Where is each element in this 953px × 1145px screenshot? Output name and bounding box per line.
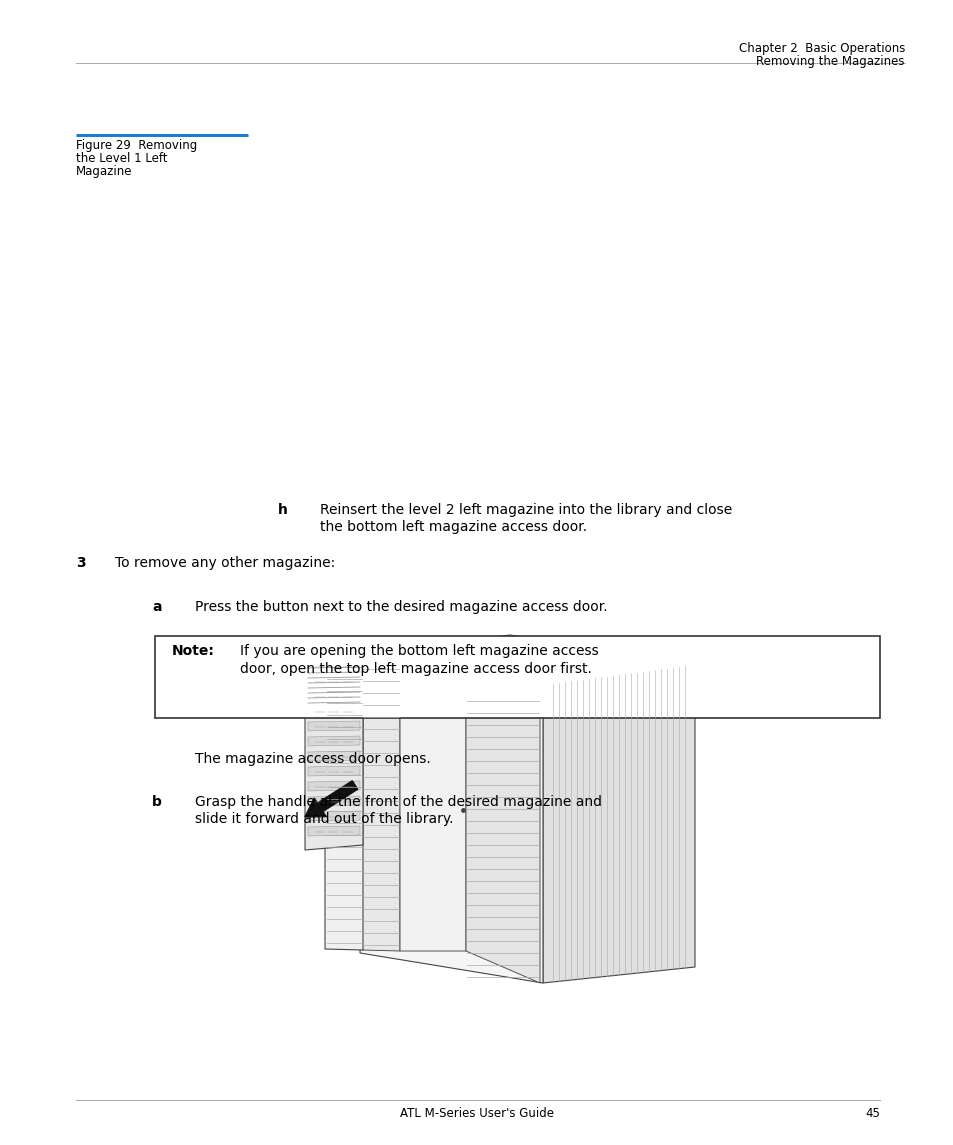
Text: door, open the top left magazine access door first.: door, open the top left magazine access … bbox=[240, 662, 591, 676]
Text: Grasp the handle at the front of the desired magazine and: Grasp the handle at the front of the des… bbox=[194, 795, 601, 810]
Text: h: h bbox=[277, 503, 288, 518]
Polygon shape bbox=[308, 736, 359, 747]
Text: 3: 3 bbox=[76, 556, 86, 570]
Text: Chapter 2  Basic Operations: Chapter 2 Basic Operations bbox=[738, 42, 904, 55]
Text: Reinsert the level 2 left magazine into the library and close: Reinsert the level 2 left magazine into … bbox=[319, 503, 732, 518]
Bar bbox=[154, 635, 879, 718]
Polygon shape bbox=[359, 655, 542, 984]
Polygon shape bbox=[465, 673, 539, 984]
Text: slide it forward and out of the library.: slide it forward and out of the library. bbox=[194, 812, 453, 826]
Text: ATL M-Series User's Guide: ATL M-Series User's Guide bbox=[399, 1107, 554, 1120]
Polygon shape bbox=[308, 811, 359, 821]
Polygon shape bbox=[308, 826, 359, 836]
Polygon shape bbox=[542, 665, 695, 984]
Polygon shape bbox=[361, 657, 399, 951]
FancyArrow shape bbox=[305, 781, 357, 818]
Text: b: b bbox=[152, 795, 162, 810]
Text: a: a bbox=[152, 600, 161, 614]
Polygon shape bbox=[308, 706, 359, 716]
Text: Removing the Magazines: Removing the Magazines bbox=[756, 55, 904, 68]
Polygon shape bbox=[308, 721, 359, 731]
Text: To remove any other magazine:: To remove any other magazine: bbox=[115, 556, 335, 570]
Text: Note:: Note: bbox=[172, 643, 214, 658]
Polygon shape bbox=[604, 657, 695, 670]
Text: The magazine access door opens.: The magazine access door opens. bbox=[194, 752, 431, 766]
Polygon shape bbox=[308, 766, 359, 776]
Text: If you are opening the bottom left magazine access: If you are opening the bottom left magaz… bbox=[240, 643, 598, 658]
Polygon shape bbox=[305, 655, 363, 711]
Text: Press the button next to the desired magazine access door.: Press the button next to the desired mag… bbox=[194, 600, 607, 614]
Polygon shape bbox=[308, 796, 359, 806]
Polygon shape bbox=[308, 690, 359, 701]
Polygon shape bbox=[308, 781, 359, 791]
Text: Figure 29  Removing: Figure 29 Removing bbox=[76, 139, 197, 152]
Text: 45: 45 bbox=[864, 1107, 879, 1120]
Polygon shape bbox=[325, 655, 363, 950]
Polygon shape bbox=[308, 661, 359, 671]
Text: the Level 1 Left: the Level 1 Left bbox=[76, 152, 168, 165]
Polygon shape bbox=[308, 676, 359, 686]
Text: the bottom left magazine access door.: the bottom left magazine access door. bbox=[319, 520, 586, 534]
Polygon shape bbox=[399, 663, 465, 951]
Text: Magazine: Magazine bbox=[76, 165, 132, 177]
Polygon shape bbox=[308, 751, 359, 761]
Polygon shape bbox=[359, 635, 695, 685]
Polygon shape bbox=[305, 655, 363, 850]
